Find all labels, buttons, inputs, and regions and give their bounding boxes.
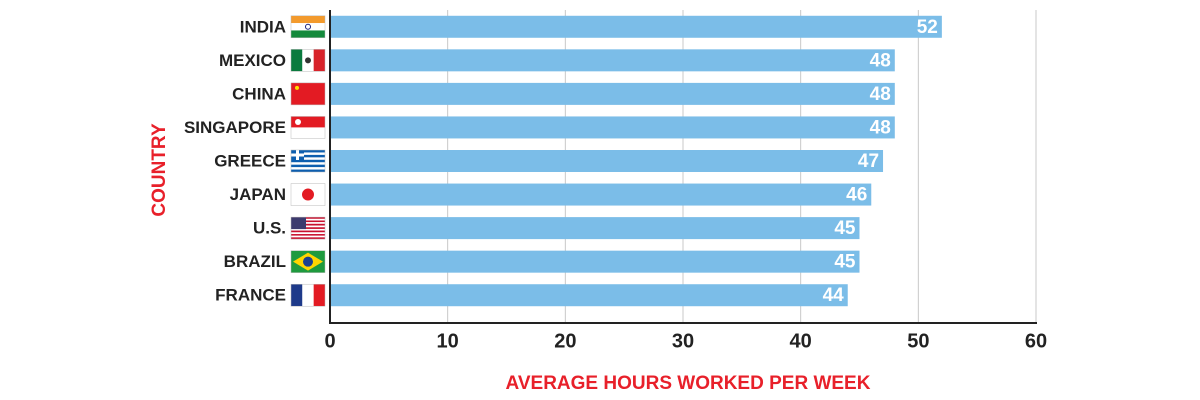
flag-part	[291, 152, 325, 155]
flag-part	[291, 232, 325, 235]
flag-icon	[290, 116, 326, 139]
flag-part	[291, 82, 325, 105]
value-label: 48	[870, 117, 891, 138]
flag-part	[291, 235, 325, 238]
value-label: 45	[834, 218, 856, 239]
flag-part	[291, 217, 325, 219]
flag-icon	[290, 49, 326, 72]
bar	[330, 82, 895, 105]
bar	[330, 49, 895, 72]
x-tick-label: 40	[790, 330, 812, 352]
value-label: 44	[823, 285, 845, 306]
flag-border	[290, 82, 326, 106]
bar	[330, 284, 848, 307]
flag-part	[291, 237, 325, 240]
flag-part	[303, 256, 313, 267]
flag-border	[290, 15, 326, 39]
flag-part	[291, 228, 325, 231]
flag-part	[313, 49, 325, 72]
x-tick-label: 60	[1025, 330, 1047, 352]
flag-icon	[290, 82, 326, 106]
flag-part	[302, 284, 314, 307]
bar	[330, 217, 860, 240]
flag-border	[290, 216, 326, 240]
flag-border	[290, 283, 326, 307]
flag-part	[291, 217, 306, 230]
bar	[330, 116, 895, 139]
y-tick-label: JAPAN	[230, 185, 286, 204]
flag-part	[295, 85, 299, 90]
bar	[330, 250, 860, 273]
y-tick-label: U.S.	[253, 219, 286, 238]
flag-part	[291, 225, 325, 228]
flag-part	[291, 218, 325, 221]
flag-border	[290, 116, 326, 139]
x-tick-label: 50	[907, 330, 929, 352]
flag-part	[291, 234, 325, 236]
flag-icon	[290, 250, 326, 273]
flag-part	[291, 23, 325, 31]
y-tick-label: SINGAPORE	[184, 118, 286, 137]
bar	[330, 150, 884, 172]
flag-part	[295, 118, 301, 125]
flag-icon	[290, 149, 326, 173]
x-tick-label: 20	[554, 330, 576, 352]
flag-icon	[290, 15, 326, 39]
value-label: 45	[834, 252, 856, 273]
flag-part	[291, 162, 325, 165]
x-tick-label: 10	[437, 330, 459, 352]
flag-icon	[290, 283, 326, 307]
flag-part	[305, 23, 311, 30]
flag-part	[302, 188, 314, 201]
y-tick-label: FRANCE	[215, 286, 286, 305]
bar	[330, 15, 942, 38]
flag-part	[291, 30, 325, 38]
flag-part	[291, 15, 325, 24]
y-tick-label: MEXICO	[219, 51, 286, 70]
x-axis-title: AVERAGE HOURS WORKED PER WEEK	[506, 373, 871, 394]
flag-part	[291, 284, 303, 307]
flag-part	[313, 284, 325, 307]
value-label: 47	[858, 151, 879, 172]
y-axis-title: COUNTRY	[149, 123, 170, 217]
flag-part	[291, 220, 325, 223]
flag-part	[291, 222, 325, 224]
flag-part	[291, 116, 325, 128]
flag-part	[291, 167, 325, 170]
flag-part	[291, 230, 325, 233]
bar	[330, 183, 872, 206]
x-tick-label: 30	[672, 330, 694, 352]
y-tick-label: INDIA	[240, 17, 286, 36]
value-label: 48	[870, 50, 891, 71]
value-label: 46	[846, 185, 867, 206]
flag-icon	[290, 216, 326, 240]
y-tick-label: GREECE	[214, 151, 286, 170]
flag-part	[291, 153, 304, 157]
flag-icon	[290, 183, 326, 206]
flag-border	[290, 149, 326, 173]
flag-part	[291, 223, 325, 226]
flag-part	[291, 49, 303, 72]
flag-border	[290, 49, 326, 72]
value-label: 52	[917, 17, 938, 38]
flag-part	[291, 157, 325, 160]
flag-border	[290, 250, 326, 273]
flag-part	[291, 227, 325, 229]
flag-border	[290, 183, 326, 206]
y-tick-label: CHINA	[232, 84, 286, 103]
value-label: 48	[870, 84, 891, 105]
y-tick-label: BRAZIL	[224, 252, 286, 271]
flag-part	[305, 57, 311, 64]
x-tick-label: 0	[324, 330, 335, 352]
flag-part	[291, 127, 325, 139]
